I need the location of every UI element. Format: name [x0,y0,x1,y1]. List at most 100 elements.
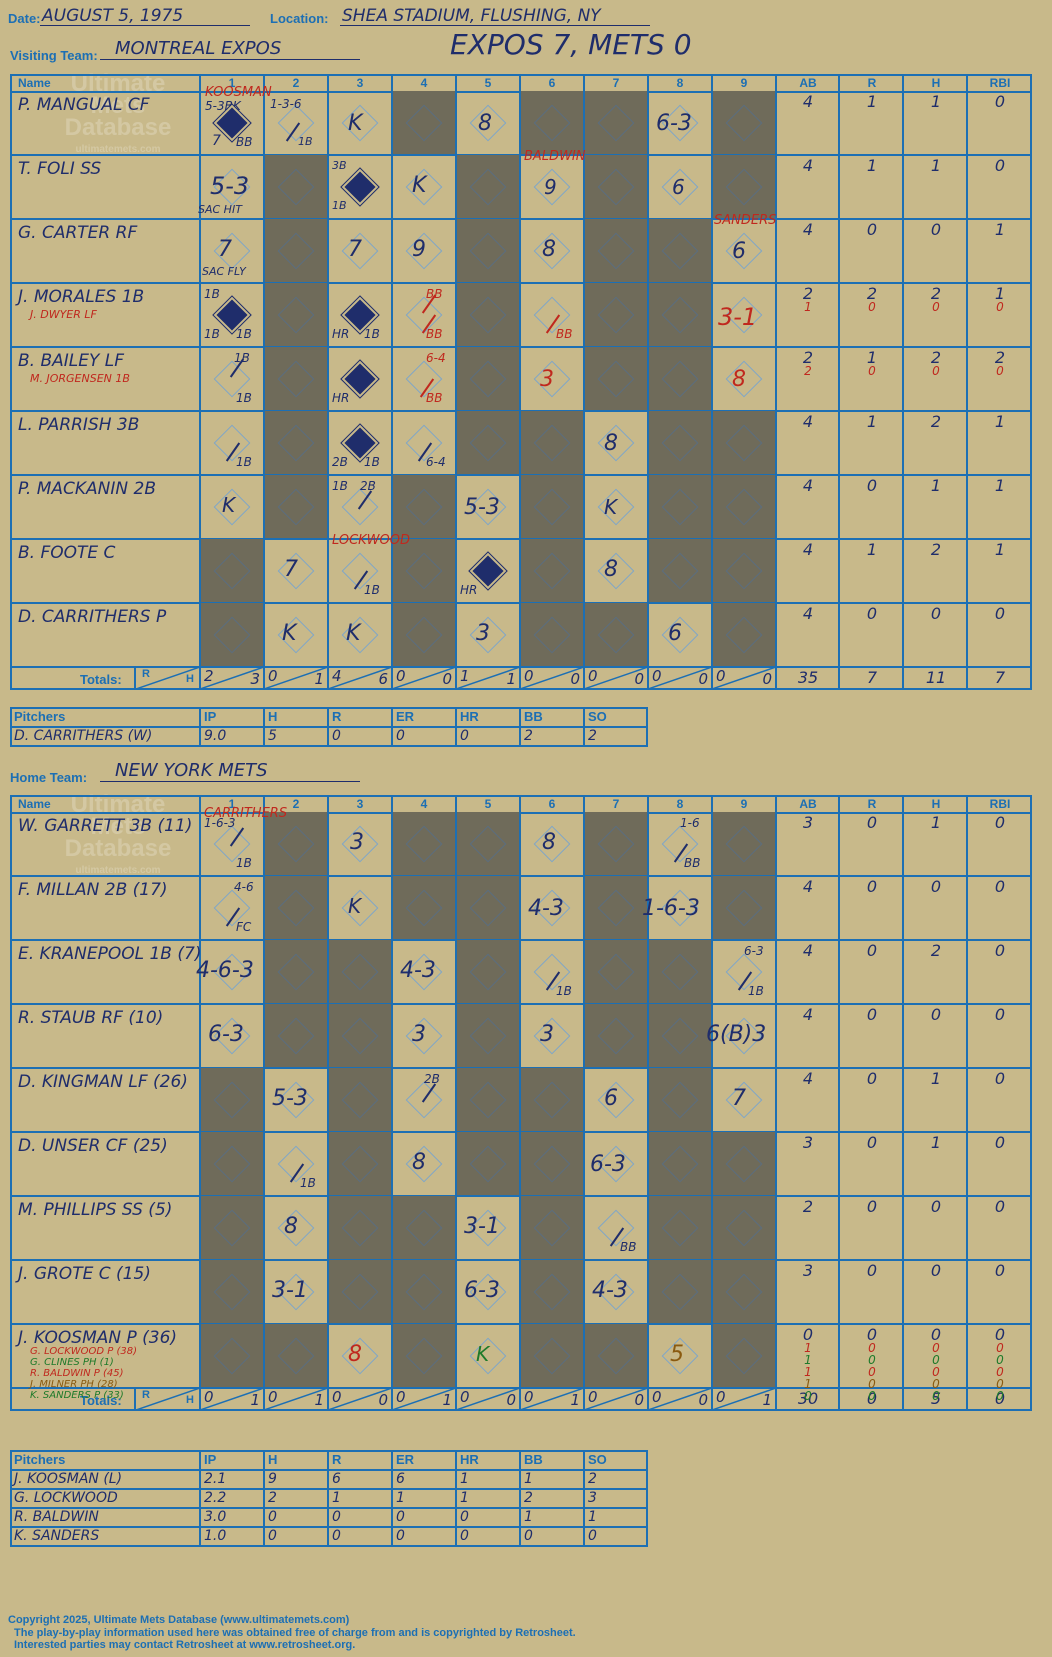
inning-total-hits: 0 [570,670,580,688]
play-notation: 1-6-3 [642,896,700,921]
player-stat: 2 [930,284,942,303]
play-notation: 1-6 [680,816,700,830]
inning-cell [328,1004,392,1068]
pitcher-table-cell: 0 [268,1528,277,1544]
base-diamond [341,1145,379,1183]
play-notation: 1B [300,1176,316,1190]
player-stat: 0 [866,877,878,896]
inning-cell [520,283,584,347]
row-divider [10,875,1032,877]
inning-cell [200,1196,264,1260]
play-notation: 7 [284,557,298,582]
visiting-team-name: MONTREAL EXPOS [115,38,282,59]
player-stat: 0 [994,877,1006,896]
substitute-name: R. BALDWIN P (45) [30,1368,124,1379]
grid-vline [966,74,968,689]
base-diamond [725,1209,763,1247]
player-stat: 0 [932,1365,940,1379]
pitcher-table-cell: 9 [268,1471,277,1487]
game-total: 11 [925,668,947,687]
base-diamond [469,889,507,927]
base-diamond [533,1273,571,1311]
inning-cell [712,155,776,219]
pitcher-table-cell: 1.0 [204,1528,227,1544]
column-header-inning: 4 [420,797,428,811]
pitcher-table-header: ER [396,709,415,724]
base-diamond [213,616,251,654]
pitcher-table-cell: 6 [332,1471,341,1487]
player-stat: 0 [996,1341,1004,1355]
play-notation: K [604,495,618,519]
player-stat: 0 [868,364,876,378]
column-header-inning: 1 [228,76,236,90]
column-header-row: Name 1 2 3 4 5 6 7 8 9 AB R H RBI [10,795,1032,814]
player-stat: 2 [930,941,942,960]
base-diamond [725,889,763,927]
inning-cell [200,1068,264,1132]
inning-total-runs: 0 [588,667,598,685]
inning-total-hits: 1 [762,1391,772,1409]
player-stat: 0 [866,476,878,495]
player-stat: 0 [868,1377,876,1391]
play-notation: HR [332,391,350,405]
table-row-line [10,1469,648,1471]
player-stat: 3 [802,813,814,832]
inning-cell [584,91,648,155]
base-diamond [341,1209,379,1247]
inning-cell [648,347,712,411]
player-stat: 0 [932,1377,940,1391]
play-notation: 7 [212,133,221,149]
table-vline [199,707,201,747]
base-diamond [661,296,699,334]
player-stat: 0 [802,1325,814,1344]
player-name: D. CARRITHERS P [18,607,167,627]
base-diamond [661,552,699,590]
game-total: 7 [994,668,1006,687]
player-stat: 0 [930,220,942,239]
player-stat: 0 [866,813,878,832]
inning-cell [200,1132,264,1196]
play-notation: 7 [348,237,362,262]
play-notation: 1B [236,327,252,341]
table-vline [583,707,585,747]
play-notation: 1-6-3 [204,816,236,830]
player-stat: 4 [802,1069,814,1088]
inning-cell [264,1324,328,1388]
base-diamond [661,1145,699,1183]
play-notation: 8 [348,1342,362,1367]
player-stat: 1 [930,1133,942,1152]
inning-cell [712,603,776,667]
player-stat: 0 [994,813,1006,832]
inning-total-runs: 0 [268,1388,278,1406]
inning-cell [328,1260,392,1324]
grid-vline [775,74,777,689]
inning-cell [264,347,328,411]
play-notation: BB [426,287,442,301]
play-notation: 3 [476,621,490,646]
player-name: B. FOOTE C [18,543,116,563]
table-vline [455,707,457,747]
grid-left-edge [10,74,12,689]
player-stat: 2 [802,348,814,367]
home-team-label: Home Team: [10,770,88,785]
inning-cell [584,155,648,219]
column-header-stat: H [931,797,941,811]
table-vline [10,1450,12,1547]
play-notation: 8 [412,1150,426,1175]
grid-vline [711,795,713,1410]
play-notation: 6 [732,239,746,264]
play-notation: 2B [332,455,348,469]
play-notation: K [346,621,361,646]
play-notation: K [348,894,362,918]
play-notation: K [476,1342,490,1366]
player-stat: 0 [996,1365,1004,1379]
play-notation: 5 [670,1342,684,1367]
player-name: W. GARRETT 3B (11) [18,816,193,836]
base-diamond [597,616,635,654]
base-diamond [725,616,763,654]
player-stat: 1 [866,156,878,175]
base-diamond [597,889,635,927]
